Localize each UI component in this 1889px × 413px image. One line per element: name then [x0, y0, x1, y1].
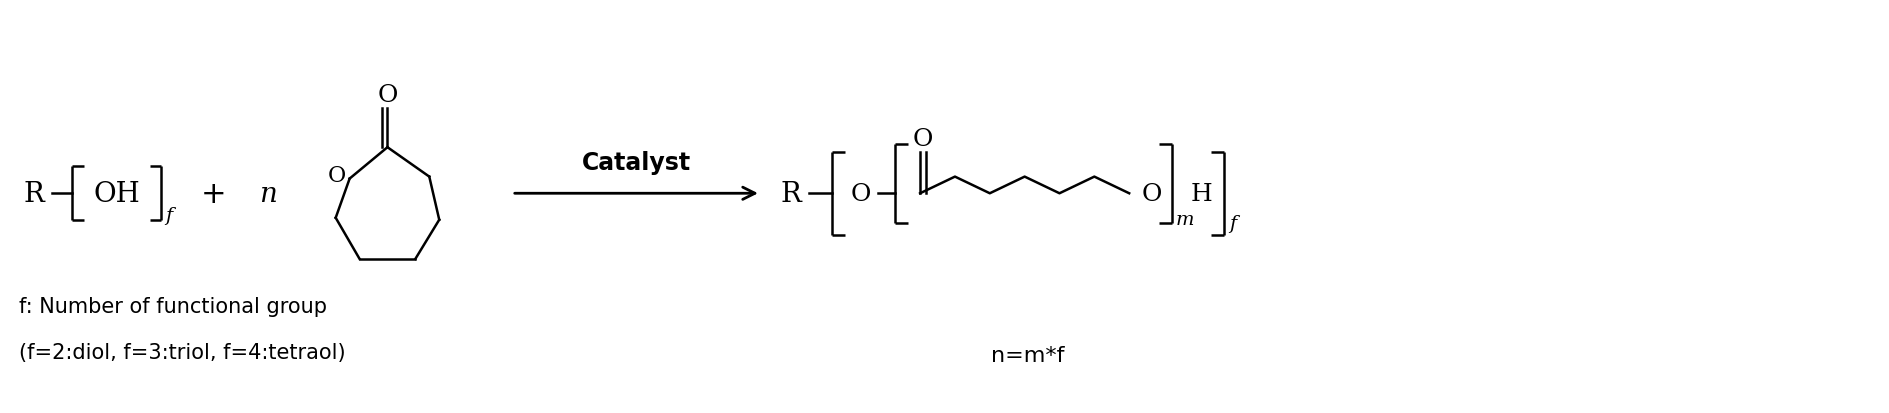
Text: O: O	[850, 182, 871, 205]
Text: OH: OH	[93, 180, 140, 207]
Text: H: H	[1190, 182, 1213, 205]
Text: O: O	[378, 83, 397, 107]
Text: +: +	[200, 179, 227, 208]
Text: O: O	[327, 164, 346, 186]
Text: R: R	[780, 180, 801, 207]
Text: f: f	[166, 206, 172, 224]
Text: f: Number of functional group: f: Number of functional group	[19, 296, 327, 316]
Text: n: n	[259, 180, 278, 207]
Text: Catalyst: Catalyst	[582, 151, 691, 174]
Text: O: O	[1141, 182, 1162, 205]
Text: m: m	[1175, 210, 1194, 228]
Text: R: R	[23, 180, 45, 207]
Text: f: f	[1228, 214, 1235, 232]
Text: n=m*f: n=m*f	[992, 345, 1064, 365]
Text: O: O	[912, 128, 933, 150]
Text: (f=2:diol, f=3:triol, f=4:tetraol): (f=2:diol, f=3:triol, f=4:tetraol)	[19, 342, 346, 362]
